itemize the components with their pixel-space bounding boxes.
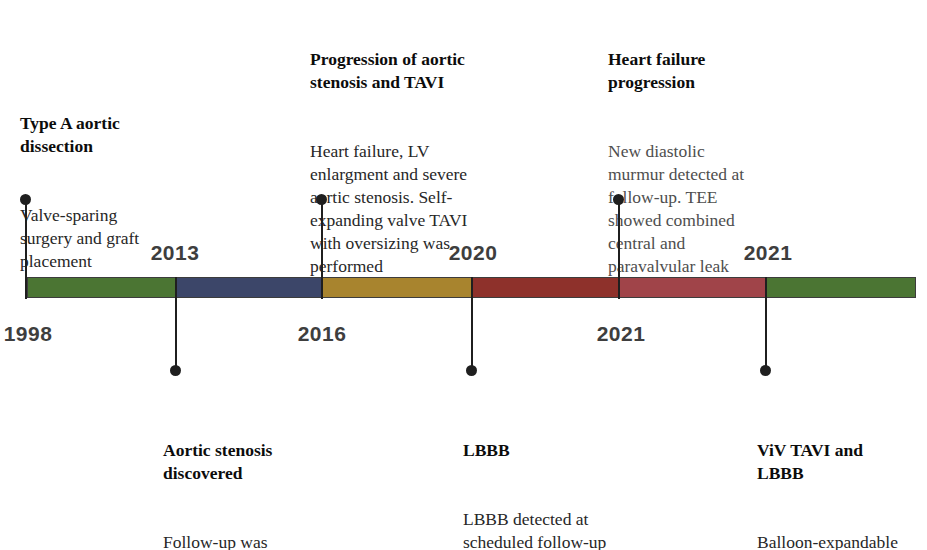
event-viv-tavi-and-lbbb: ViV TAVI and LBBB Balloon-expandable ViV… <box>757 393 904 550</box>
year-label-2021-above: 2021 <box>744 241 793 265</box>
year-label-2016: 2016 <box>298 322 347 346</box>
year-label-2013: 2013 <box>151 241 200 265</box>
event-description: LBBB detected at scheduled follow-up <box>463 508 606 550</box>
connector-line <box>765 277 767 367</box>
timeline-segment-2013-2016 <box>176 278 322 297</box>
event-aortic-stenosis-discovered: Aortic stenosis discovered Follow-up was… <box>163 393 272 550</box>
event-heart-failure-progression: Heart failure progression New diastolic … <box>608 2 744 324</box>
event-description: Valve-sparing surgery and graft placemen… <box>20 204 139 273</box>
connector-aortic-stenosis-discovered <box>170 277 182 377</box>
event-description: Balloon-expandable ViV TAVI with cardiac <box>757 531 904 550</box>
timeline-segment-2021-end <box>766 278 915 297</box>
connector-heart-failure-progression <box>613 194 625 299</box>
event-description: Follow-up was initiated <box>163 531 272 550</box>
connector-type-a-aortic-dissection <box>20 194 32 299</box>
year-label-2020: 2020 <box>449 241 498 265</box>
event-title: Aortic stenosis discovered <box>163 439 272 485</box>
timeline-segment-2020-2021 <box>473 278 620 297</box>
connector-line <box>618 203 620 299</box>
year-label-2021-below: 2021 <box>597 322 646 346</box>
timeline-dot-icon <box>466 365 477 376</box>
connector-viv-tavi-and-lbbb <box>760 277 772 377</box>
connector-line <box>321 203 323 299</box>
medical-timeline-figure: Type A aortic dissection Valve-sparing s… <box>0 0 927 550</box>
event-title: ViV TAVI and LBBB <box>757 439 904 485</box>
event-title: Type A aortic dissection <box>20 112 139 158</box>
timeline-segment-1998-2013 <box>28 278 176 297</box>
connector-line <box>25 203 27 299</box>
connector-line <box>471 277 473 367</box>
event-title: Progression of aortic stenosis and TAVI <box>310 48 467 94</box>
timeline-dot-icon <box>760 365 771 376</box>
event-title: LBBB <box>463 439 606 462</box>
timeline-segment-2021-2021 <box>620 278 766 297</box>
connector-progression-aortic-stenosis-tavi <box>316 194 328 299</box>
year-label-1998: 1998 <box>4 322 53 346</box>
timeline-segment-2016-2020 <box>322 278 473 297</box>
event-title: Heart failure progression <box>608 48 744 94</box>
event-lbbb: LBBB LBBB detected at scheduled follow-u… <box>463 393 606 550</box>
connector-line <box>175 277 177 367</box>
connector-lbbb <box>466 277 478 377</box>
timeline-dot-icon <box>170 365 181 376</box>
event-description: New diastolic murmur detected at follow-… <box>608 140 744 278</box>
